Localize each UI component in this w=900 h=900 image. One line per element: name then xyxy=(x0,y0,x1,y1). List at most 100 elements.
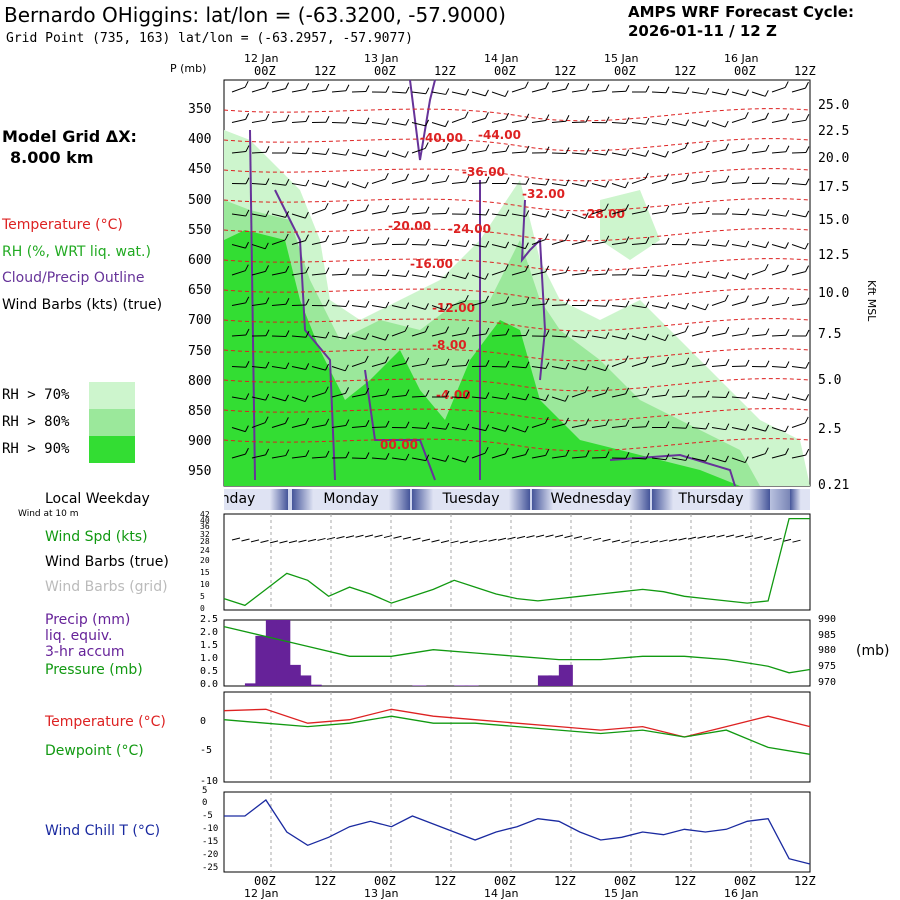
wind-barb-shaft xyxy=(791,183,806,186)
wind-barb-shaft xyxy=(391,305,406,310)
wind-barb-shaft xyxy=(311,456,327,459)
wind-barb-shaft xyxy=(291,455,306,459)
wind-barb-flag xyxy=(465,391,470,398)
wind-barb-shaft xyxy=(231,213,246,217)
wind-barb-flag xyxy=(465,88,470,96)
wind-barb-shaft xyxy=(351,242,366,245)
wind-barb-shaft xyxy=(591,90,606,93)
pressure-tick-7: 700 xyxy=(188,313,212,329)
wind-barb-flag xyxy=(725,207,730,215)
wind-barb-flag xyxy=(684,141,689,149)
surface-barb xyxy=(782,538,792,542)
wind-barb-shaft xyxy=(751,244,766,249)
wind-barb-flag xyxy=(785,393,790,400)
wind-barb-flag xyxy=(805,210,810,218)
wind-barb-shaft xyxy=(471,244,486,248)
wind-barb-flag xyxy=(805,81,809,89)
chill-tick-5: -20 xyxy=(202,850,219,860)
wind-barb-flag xyxy=(285,330,290,337)
wind-barb-shaft xyxy=(731,301,746,306)
chill-tick-2: -5 xyxy=(202,811,213,821)
wind-barb-shaft xyxy=(731,274,746,280)
wind-barb-flag xyxy=(244,80,249,88)
wind-barb-flag xyxy=(765,328,770,335)
wind-barb-flag xyxy=(585,115,590,123)
height-tick-3: 17.5 xyxy=(818,180,850,195)
surface-wind-barbs xyxy=(231,534,801,544)
wind-barb-shaft xyxy=(311,240,326,245)
wind-barb-shaft xyxy=(471,427,486,432)
wind-barb-shaft xyxy=(451,181,466,184)
pressure-tick-right-2: 980 xyxy=(818,645,837,656)
wind-barb-shaft xyxy=(591,424,606,428)
wind-barb-flag xyxy=(325,148,330,155)
wind-barb-shaft xyxy=(551,304,567,306)
precip-panel-frame xyxy=(223,619,811,687)
wind-barb-flag xyxy=(705,174,710,182)
wind-barb-shaft xyxy=(231,453,246,459)
wind-barb-flag xyxy=(365,333,370,340)
wind-barb-flag xyxy=(405,421,410,428)
wind-barb-shaft xyxy=(711,457,726,463)
wind-barb-shaft xyxy=(331,305,347,307)
wind-barb-shaft xyxy=(531,87,546,93)
legend-wind-barbs: Wind Barbs (kts) (true) xyxy=(2,297,163,313)
top-hour-label-8: 00Z xyxy=(734,64,756,78)
wind-barb-shaft xyxy=(291,213,306,219)
wind-barb-shaft xyxy=(451,457,466,463)
wind-barb-flag xyxy=(725,326,730,334)
wind-barb-shaft xyxy=(711,300,726,306)
wind-barb-flag xyxy=(705,422,710,430)
wind-barb-flag xyxy=(485,392,490,399)
wind-barb-flag xyxy=(384,333,389,341)
wind-tick-0: 42 xyxy=(200,510,210,519)
wind-barb-flag xyxy=(565,449,570,457)
top-hour-label-6: 00Z xyxy=(614,64,636,78)
wind-barb-flag xyxy=(284,233,289,241)
wind-barb-flag xyxy=(325,180,330,187)
wind-barb-flag xyxy=(505,296,510,303)
surface-barb xyxy=(621,540,630,544)
wind-barb-shaft xyxy=(411,274,426,278)
wind-barb-shaft xyxy=(551,455,566,459)
wind-barb-shaft xyxy=(351,152,366,157)
wind-barb-flag xyxy=(625,387,630,395)
surface-barb xyxy=(336,536,345,539)
wind-barb-shaft xyxy=(711,91,726,96)
temperature-contour-4 xyxy=(223,228,811,242)
wind-barb-flag xyxy=(685,238,690,245)
wind-barb-flag xyxy=(804,416,809,424)
surface-barb xyxy=(602,538,611,542)
wind-barb-shaft xyxy=(791,87,806,93)
wind-barb-shaft xyxy=(531,303,546,306)
wind-barb-flag xyxy=(504,90,509,97)
wind-barb-flag xyxy=(305,298,310,306)
temperature-contour-8 xyxy=(223,348,811,362)
wind-barb-shaft xyxy=(571,335,586,339)
wind-barb-flag xyxy=(525,178,530,185)
wind-barb-flag xyxy=(605,300,610,307)
surface-barb xyxy=(640,540,649,544)
wind-barb-flag xyxy=(785,113,790,120)
wind-barb-flag xyxy=(545,297,550,305)
wind-barb-shaft xyxy=(311,335,326,339)
wind-barb-shaft xyxy=(731,149,746,154)
wind-barb-shaft xyxy=(331,241,346,245)
wind-barb-flag xyxy=(765,296,770,303)
wind-barb-flag xyxy=(445,326,450,333)
pressure-tick-12: 950 xyxy=(188,464,212,480)
surface-barb xyxy=(288,540,298,544)
model-grid-value: 8.000 km xyxy=(10,148,94,167)
wind-barb-flag xyxy=(485,327,490,335)
wind-tick-4: 28 xyxy=(200,537,210,546)
wind-barb-flag xyxy=(545,394,549,401)
wind-barb-shaft xyxy=(251,119,266,123)
wind-barb-shaft xyxy=(371,274,387,277)
cloud-outline-5 xyxy=(520,199,547,381)
wind-barb-shaft xyxy=(731,244,746,248)
surface-barb xyxy=(469,540,478,544)
wind-barb-shaft xyxy=(451,117,466,123)
wind-barb-shaft xyxy=(551,335,567,338)
wind-barb-flag xyxy=(605,235,610,243)
wind-barb-shaft xyxy=(711,244,726,247)
